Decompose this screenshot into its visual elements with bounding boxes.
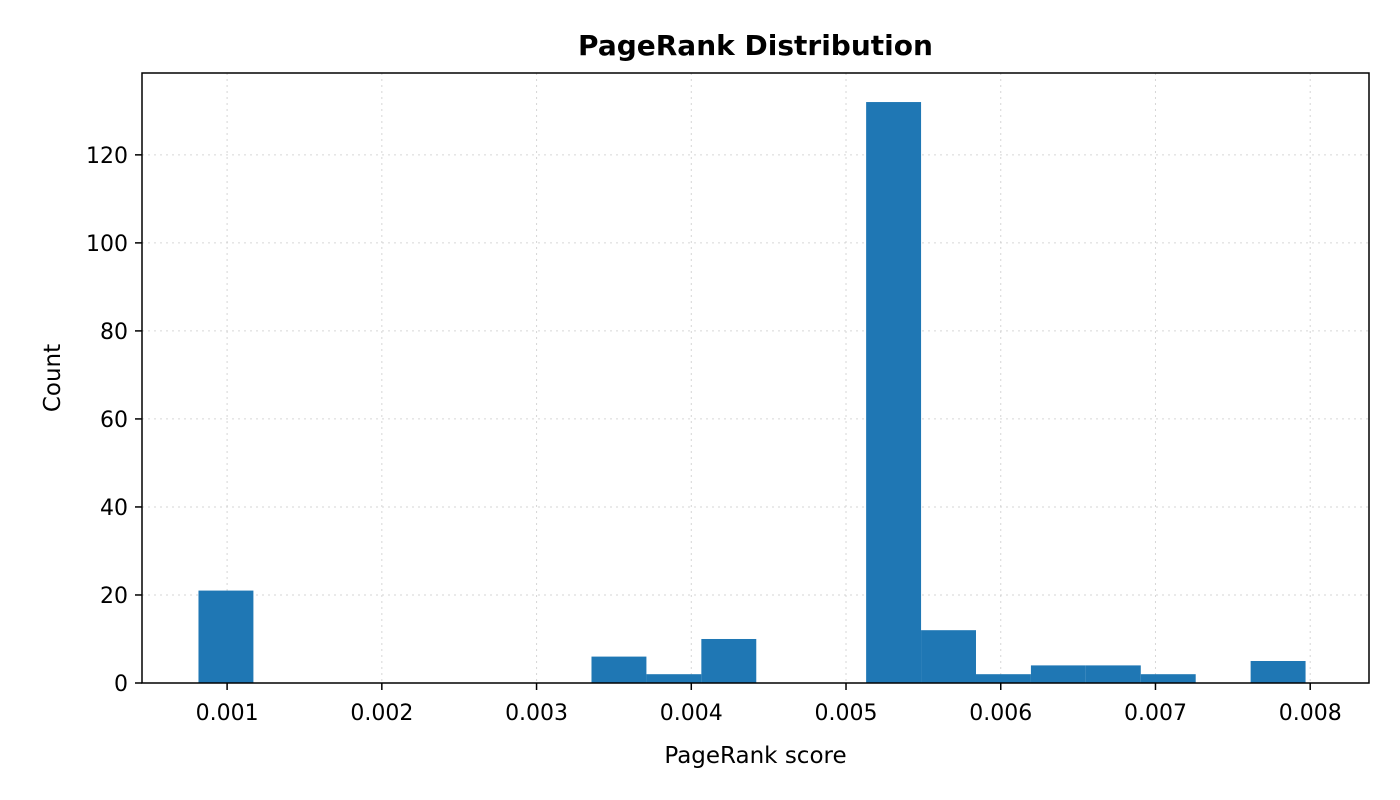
histogram-bar	[866, 102, 922, 684]
y-axis-label: Count	[40, 344, 66, 412]
x-tick-label: 0.001	[196, 701, 259, 726]
x-tick-label: 0.003	[505, 701, 568, 726]
x-tick-label: 0.007	[1124, 701, 1187, 726]
bars-layer	[198, 102, 1306, 684]
histogram-bar	[701, 638, 757, 683]
histogram-bar	[646, 674, 702, 683]
histogram-bar	[975, 674, 1031, 683]
x-axis-label: PageRank score	[664, 743, 846, 769]
ticks-layer: 0.001 0.002 0.003 0.004 0.005 0.006 0.007 0.008…	[86, 144, 1342, 726]
histogram-bar	[1140, 674, 1196, 683]
x-tick-label: 0.006	[969, 701, 1032, 726]
histogram-bar	[1030, 665, 1086, 683]
plot-frame	[141, 72, 1370, 684]
histogram-bar	[591, 656, 647, 683]
x-tick-label: 0.002	[350, 701, 413, 726]
x-tick-label: 0.005	[815, 701, 878, 726]
histogram-bar	[1250, 660, 1306, 683]
y-tick-label: 120	[86, 144, 128, 169]
x-tick-label: 0.004	[660, 701, 723, 726]
histogram-bar	[921, 630, 976, 683]
y-tick-label: 0	[114, 672, 128, 697]
y-tick-label: 100	[86, 232, 128, 257]
y-tick-label: 40	[100, 496, 128, 521]
y-tick-label: 20	[100, 584, 128, 609]
grid-layer	[142, 73, 1369, 684]
y-tick-label: 80	[100, 320, 128, 345]
histogram-bar	[1085, 665, 1141, 683]
y-tick-label: 60	[100, 408, 128, 433]
chart-title: PageRank Distribution	[578, 29, 933, 62]
x-tick-label: 0.008	[1279, 701, 1342, 726]
histogram-bar	[198, 590, 254, 683]
